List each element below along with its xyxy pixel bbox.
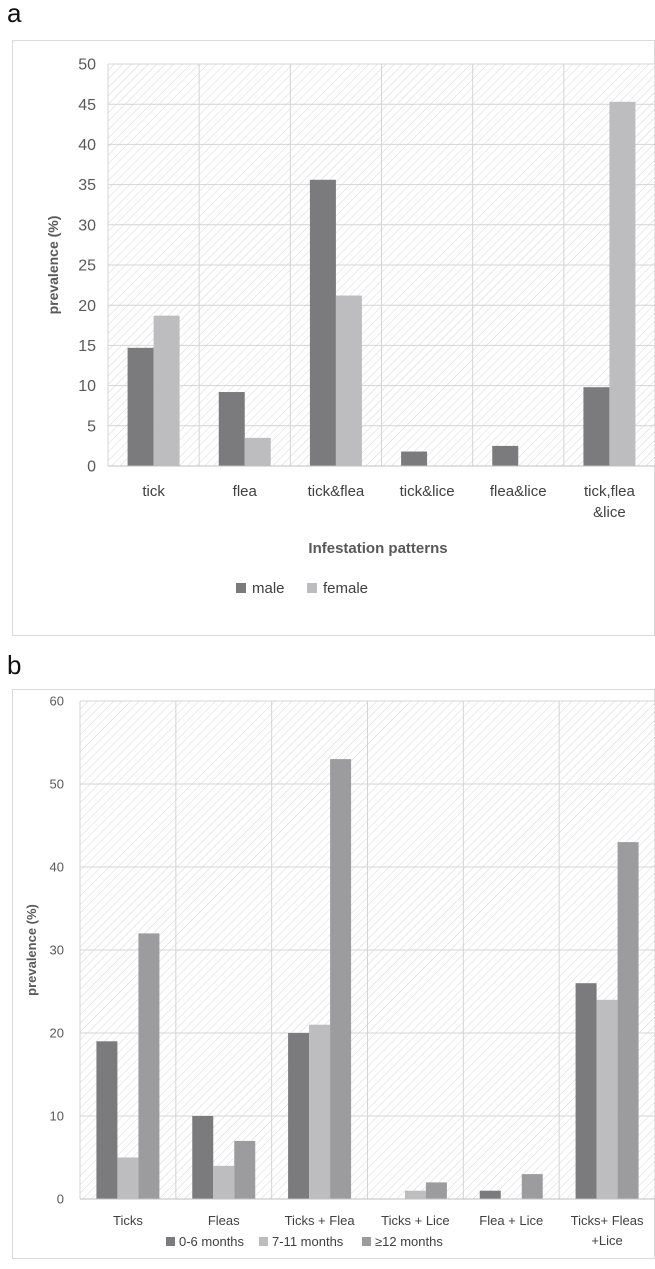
chart-a-ytick-label: 35 — [78, 177, 96, 194]
chart-b-legend-swatch — [362, 1237, 371, 1246]
chart-a-bar — [153, 315, 180, 466]
chart-b-bar — [288, 1033, 310, 1199]
chart-a: 0 5 10 15 20 25 30 35 40 45 50 tick flea tick&flea tic… — [12, 40, 655, 636]
chart-b-legend-label: 7-11 months — [272, 1234, 344, 1249]
chart-b-ylabel: prevalence (%) — [24, 904, 39, 996]
chart-b-bar — [234, 1140, 256, 1199]
chart-a-category-label: tick&flea — [308, 483, 365, 500]
chart-a-ytick-label: 10 — [78, 378, 96, 395]
chart-b-category-label: Flea + Lice — [479, 1213, 543, 1228]
chart-b-ytick-label: 20 — [50, 1026, 64, 1041]
chart-a-xlabel: Infestation patterns — [308, 540, 447, 557]
chart-b-legend-label: 0-6 months — [179, 1234, 245, 1249]
chart-a-legend-swatch — [236, 583, 246, 593]
chart-b-bar — [425, 1182, 447, 1199]
chart-b-ytick-label: 0 — [57, 1192, 64, 1207]
chart-a-category-label: &lice — [593, 504, 626, 521]
chart-b-bar — [309, 1024, 331, 1199]
chart-a-ytick-label: 5 — [87, 418, 96, 435]
chart-a-category-label: flea — [233, 483, 258, 500]
chart-b-bar — [575, 983, 597, 1199]
chart-a-bar — [401, 451, 428, 466]
chart-b-bar — [521, 1174, 543, 1199]
chart-a-bar — [127, 347, 154, 466]
panel-b-letter: b — [7, 650, 22, 680]
chart-b-bar — [330, 759, 352, 1199]
chart-a-ylabel: prevalence (%) — [45, 216, 61, 315]
chart-b-category-label: +Lice — [591, 1233, 622, 1248]
chart-a-legend-label: female — [323, 580, 368, 597]
chart-a-legend-label: male — [252, 580, 285, 597]
chart-b-bar — [617, 842, 639, 1199]
chart-a-bar — [492, 445, 519, 466]
chart-b-bar — [596, 999, 618, 1199]
chart-a-ytick-label: 40 — [78, 137, 96, 154]
chart-b-category-label: Ticks — [113, 1213, 143, 1228]
chart-b-bar — [404, 1190, 426, 1199]
chart-a-category-label: tick&lice — [400, 483, 455, 500]
chart-a-ytick-label: 25 — [78, 258, 96, 275]
chart-b: 0 10 20 30 40 50 60 Ticks Fleas Ticks + Flea Ticks… — [12, 689, 655, 1259]
chart-b-bar — [479, 1190, 501, 1199]
panel-a-letter: a — [7, 0, 22, 28]
chart-a-ytick-label: 0 — [87, 459, 96, 476]
chart-b-category-label: Ticks + Flea — [285, 1213, 356, 1228]
chart-a-category-label: tick — [142, 483, 165, 500]
chart-b-legend-swatch — [259, 1237, 268, 1246]
chart-b-bar — [192, 1116, 214, 1199]
chart-b-category-label: Fleas — [208, 1213, 240, 1228]
chart-a-category-label: tick,flea — [584, 483, 636, 500]
chart-b-bar — [96, 1041, 118, 1199]
chart-a-ytick-label: 50 — [78, 57, 96, 74]
chart-b-ytick-label: 10 — [50, 1109, 64, 1124]
chart-b-legend-label: ≥12 months — [375, 1234, 443, 1249]
chart-a-ytick-label: 45 — [78, 97, 96, 114]
chart-b-category-label: Ticks + Lice — [381, 1213, 450, 1228]
chart-b-ytick-label: 50 — [50, 777, 64, 792]
chart-a-legend-swatch — [307, 583, 317, 593]
chart-b-bar — [117, 1157, 139, 1199]
chart-a-ytick-label: 30 — [78, 217, 96, 234]
chart-b-bar — [138, 933, 160, 1199]
chart-a-bar — [583, 387, 610, 466]
chart-b-ytick-label: 30 — [50, 943, 64, 958]
chart-a-ytick-label: 20 — [78, 298, 96, 315]
chart-b-legend-swatch — [166, 1237, 175, 1246]
chart-a-category-label: flea&lice — [490, 483, 547, 500]
chart-b-ytick-label: 60 — [50, 694, 64, 709]
chart-a-bar — [218, 392, 245, 466]
chart-a-bar — [309, 179, 336, 466]
chart-b-ytick-label: 40 — [50, 860, 64, 875]
chart-b-bar — [213, 1165, 235, 1199]
chart-a-ytick-label: 15 — [78, 338, 96, 355]
chart-a-bar — [609, 101, 636, 467]
chart-a-bar — [335, 295, 362, 466]
chart-a-bar — [244, 437, 271, 466]
chart-b-category-label: Ticks+ Fleas — [571, 1213, 644, 1228]
